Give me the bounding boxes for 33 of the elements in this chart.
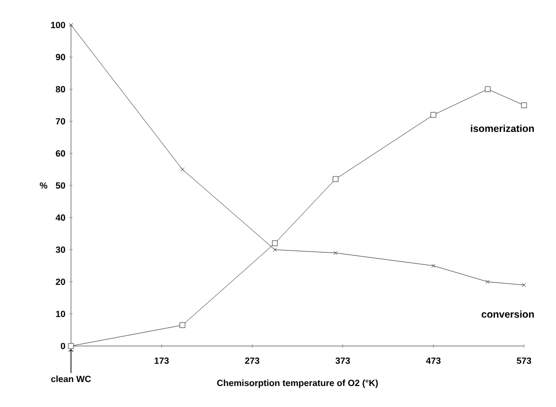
y-tick-label: 0 [60, 342, 66, 350]
y-tick-label: 90 [56, 54, 66, 60]
y-tick-label: 10 [56, 310, 66, 318]
point [180, 322, 186, 328]
point [431, 264, 436, 268]
point [332, 176, 338, 182]
y-tick-label: 50 [56, 182, 66, 189]
point [334, 250, 338, 255]
point [272, 248, 277, 252]
series-label: isomerization [470, 124, 534, 132]
point [272, 240, 278, 246]
y-tick-label: 80 [56, 86, 66, 92]
y-tick-label: 70 [56, 118, 66, 124]
y-tick-label: 100 [51, 22, 66, 28]
x-tick-label: 473 [426, 357, 441, 364]
point [68, 343, 74, 349]
point [521, 102, 527, 108]
y-tick-label: 40 [56, 214, 66, 221]
x-tick-label: 573 [516, 357, 532, 364]
point [180, 167, 184, 172]
annotation: clean WC [51, 376, 91, 382]
point [486, 280, 490, 284]
y-tick-label: 60 [56, 150, 66, 157]
y-axis-title: % [40, 182, 48, 189]
x-axis-title: Chemisorption temperature of O2 (°K) [217, 380, 378, 388]
point [484, 86, 491, 92]
text: conversion [482, 310, 534, 318]
y-tick-label: 30 [56, 246, 66, 253]
x-tick-label: 173 [154, 357, 169, 364]
y-tick-label: 20 [56, 278, 66, 285]
x-tick-label: 373 [336, 357, 350, 364]
point [430, 112, 436, 118]
x-tick-label: 273 [245, 357, 260, 364]
